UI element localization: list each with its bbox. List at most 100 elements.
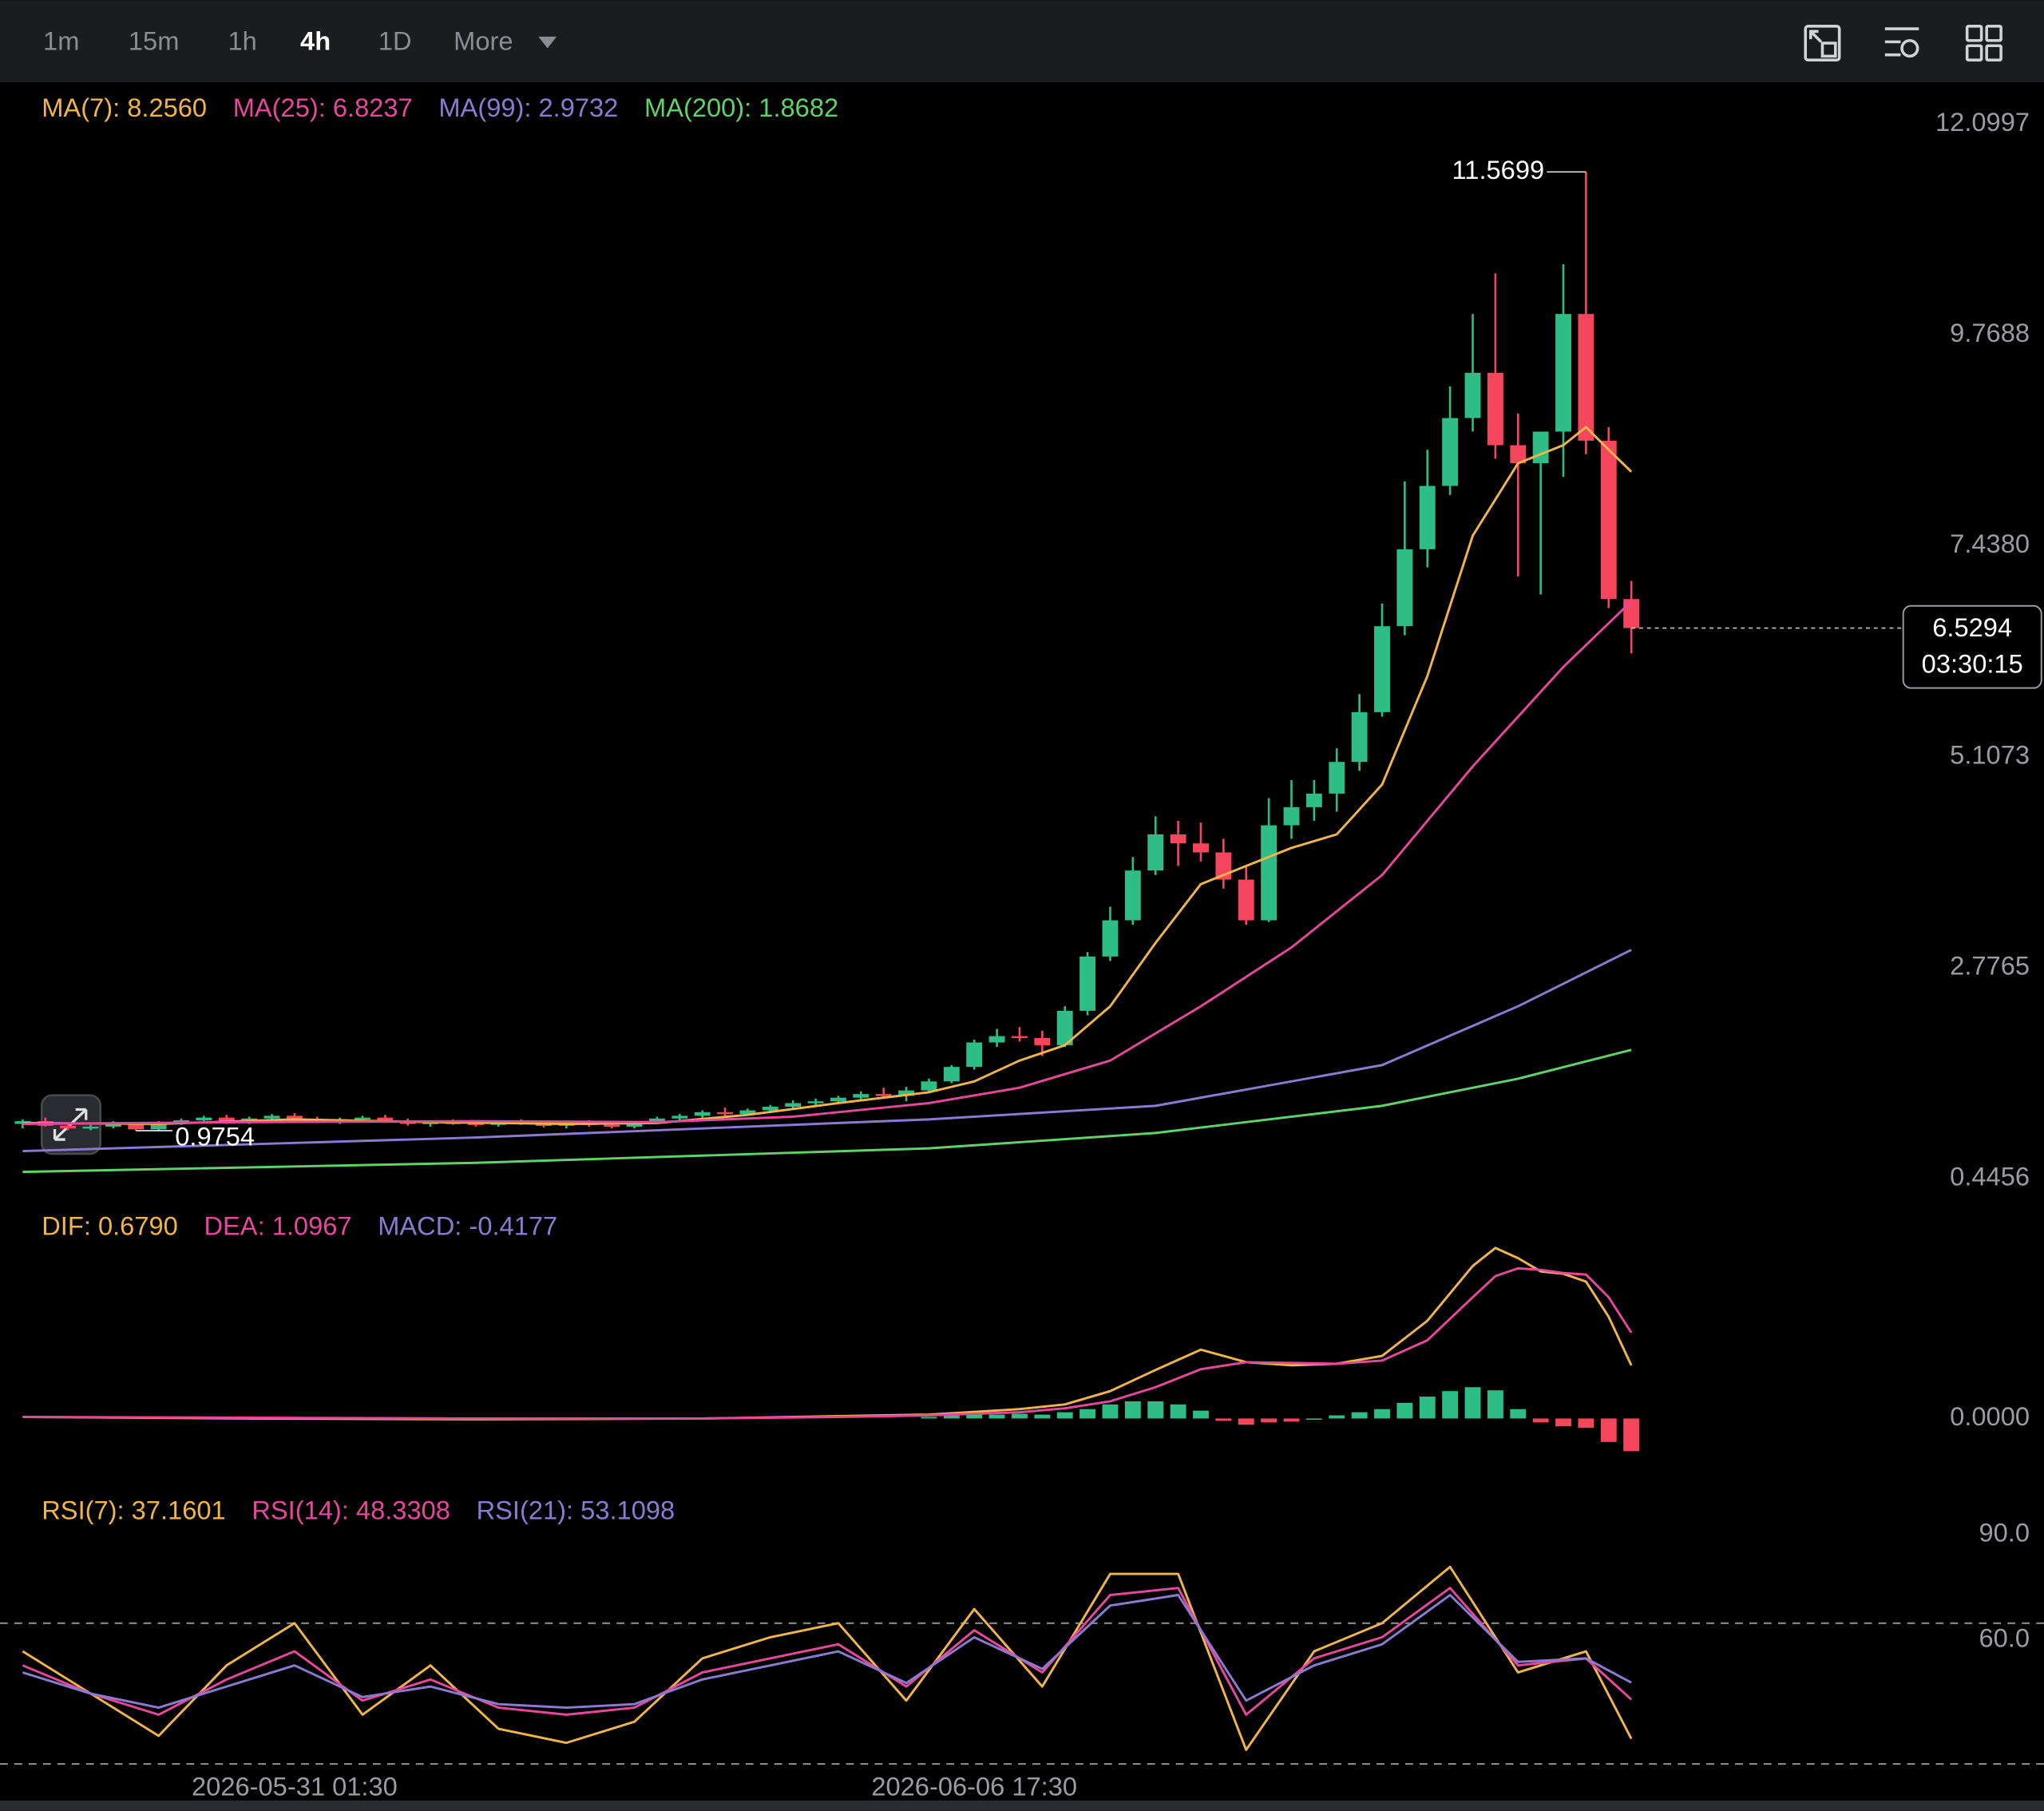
macd-bar <box>1419 1397 1436 1419</box>
last-price-box <box>1902 604 2042 689</box>
candle-body <box>105 1123 121 1127</box>
indicator-line <box>22 600 1633 1126</box>
legend-entry: MACD: -0.4177 <box>378 1211 557 1241</box>
candle-body <box>263 1116 280 1119</box>
macd-bar <box>966 1413 983 1419</box>
candle-body <box>196 1117 212 1121</box>
candle-body <box>82 1126 99 1129</box>
interval-tab[interactable]: 1D <box>378 26 412 56</box>
candle-body <box>286 1116 303 1119</box>
legend-entry: RSI(14): 48.3308 <box>252 1496 450 1525</box>
candle-body <box>1442 418 1459 486</box>
legend-entry: MA(200): 1.8682 <box>644 93 838 122</box>
indicator-line <box>22 1565 1633 1751</box>
macd-bar <box>1374 1409 1390 1419</box>
candle-body <box>536 1123 552 1126</box>
layout-icon[interactable] <box>1965 24 2002 62</box>
candle-body <box>807 1101 824 1104</box>
candle-body <box>717 1112 733 1115</box>
candle-body <box>921 1081 937 1091</box>
macd-bar <box>1056 1412 1073 1419</box>
macd-bar <box>1012 1413 1028 1419</box>
x-tick-label: 2026-06-06 17:30 <box>871 1772 1077 1801</box>
macd-bar <box>1578 1418 1594 1429</box>
candle-body <box>1578 314 1594 441</box>
candle-body <box>762 1107 778 1111</box>
candle-body <box>1555 314 1571 432</box>
candle-body <box>1283 806 1300 826</box>
candle-body <box>377 1117 394 1122</box>
candle-body <box>1305 793 1322 807</box>
macd-bar <box>1396 1402 1413 1419</box>
candle-body <box>1600 440 1617 600</box>
macd-bar <box>1555 1418 1571 1427</box>
fullscreen-icon[interactable] <box>1804 24 1841 62</box>
candle-body <box>1464 372 1481 418</box>
interval-tab[interactable]: 15m <box>129 26 180 56</box>
candle-body <box>1193 843 1209 853</box>
candle-body <box>1374 626 1390 712</box>
macd-bar <box>1079 1409 1096 1419</box>
more-button[interactable]: More <box>454 26 513 56</box>
macd-bar <box>1442 1391 1459 1419</box>
macd-bar <box>1215 1418 1232 1421</box>
macd-bar <box>1532 1418 1549 1423</box>
interval-tab[interactable]: 1m <box>43 26 79 56</box>
macd-bar <box>1329 1415 1345 1419</box>
indicator-line <box>22 1048 1632 1174</box>
macd-bar <box>1102 1404 1119 1419</box>
candle-body <box>943 1067 960 1082</box>
macd-bar <box>921 1417 937 1419</box>
legend-entry: MA(7): 8.2560 <box>42 93 207 122</box>
candle-body <box>694 1112 711 1116</box>
candle-body <box>785 1103 802 1108</box>
y-tick-label: 2.7765 <box>1950 950 2030 980</box>
candle-body <box>218 1117 235 1123</box>
legend-entry: RSI(21): 53.1098 <box>477 1496 675 1525</box>
interval-tab[interactable]: 4h <box>300 26 331 56</box>
y-tick-label: 9.7688 <box>1950 318 2030 347</box>
indicator-line <box>22 1594 1632 1710</box>
candle-body <box>830 1097 846 1102</box>
macd-bar <box>1510 1409 1527 1419</box>
macd-bar <box>1124 1401 1141 1419</box>
candle-body <box>988 1036 1005 1043</box>
candle-body <box>1623 599 1640 628</box>
candle-body <box>1012 1036 1028 1039</box>
candle-body <box>1170 834 1186 844</box>
bottom-strip <box>0 1800 2044 1811</box>
candle-body <box>467 1123 484 1125</box>
y-tick-label: 7.4380 <box>1950 529 2030 558</box>
candle-body <box>1056 1010 1073 1045</box>
candle-body <box>898 1090 915 1096</box>
x-tick-label: 2026-05-31 01:30 <box>192 1772 398 1801</box>
legend-entry: MA(99): 2.9732 <box>438 93 618 122</box>
macd-bar <box>1351 1412 1368 1419</box>
candle-body <box>853 1094 869 1098</box>
indicator-line <box>22 1587 1633 1716</box>
macd-bar <box>1487 1390 1503 1419</box>
macd-bar <box>1034 1414 1051 1419</box>
candle-body <box>1034 1037 1051 1045</box>
candle-body <box>1261 825 1278 921</box>
more-arrow[interactable] <box>538 36 557 49</box>
candle-body <box>1419 485 1436 549</box>
indicator-line <box>22 426 1633 1126</box>
settings-icon[interactable] <box>1884 27 1919 58</box>
candle-body <box>1238 879 1254 921</box>
candle-body <box>1487 372 1503 446</box>
legend-entry: DEA: 1.0967 <box>204 1211 351 1241</box>
macd-bar <box>1261 1418 1278 1423</box>
candle-body <box>14 1121 31 1124</box>
legend-entry: RSI(7): 37.1601 <box>42 1496 225 1525</box>
interval-tab[interactable]: 1h <box>228 26 257 56</box>
candle-body <box>604 1124 620 1127</box>
candle-body <box>1329 762 1345 794</box>
macd-bar <box>1193 1410 1209 1419</box>
candle-body <box>649 1118 665 1123</box>
macd-bar <box>1238 1418 1254 1425</box>
candle-body <box>1102 920 1119 957</box>
legend-entry: DIF: 0.6790 <box>42 1211 178 1241</box>
